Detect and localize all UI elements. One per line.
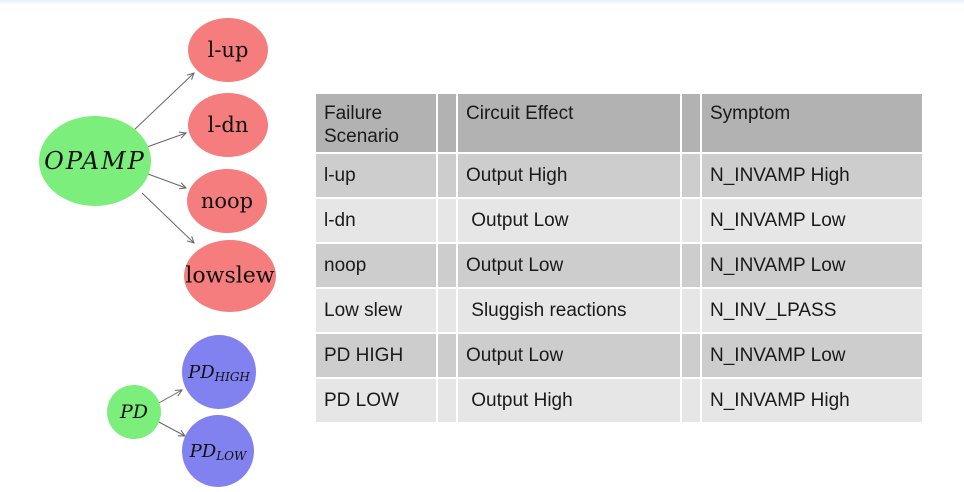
cell-symptom: N_INV_LPASS	[702, 289, 922, 332]
cell-effect: Output High	[458, 154, 680, 197]
node-pd: PD	[107, 385, 161, 439]
cell-symptom: N_INVAMP High	[702, 379, 922, 422]
node-l-up-label: l-up	[208, 38, 249, 62]
cell-spacer	[438, 379, 456, 422]
arrow-pd-high	[156, 390, 182, 405]
fault-tree-diagram: OPAMP l-up l-dn noop lowslew PD PDHIGH	[39, 18, 276, 487]
arrow-opamp-lowslew	[141, 192, 194, 243]
cell-spacer	[438, 154, 456, 197]
cell-effect: Output Low	[458, 199, 680, 242]
cell-symptom: N_INVAMP Low	[702, 244, 922, 287]
node-noop: noop	[187, 169, 267, 233]
header-symptom: Symptom	[702, 94, 922, 152]
arrow-opamp-lup	[132, 73, 194, 132]
cell-symptom: N_INVAMP Low	[702, 199, 922, 242]
header-spacer-1	[438, 94, 456, 152]
header-spacer-2	[682, 94, 700, 152]
node-lowslew-label: lowslew	[185, 264, 274, 289]
cell-effect: Output Low	[458, 244, 680, 287]
cell-spacer	[682, 289, 700, 332]
node-pd-high: PDHIGH	[182, 335, 256, 409]
arrow-opamp-ldn	[146, 133, 186, 148]
cell-effect: Output High	[458, 379, 680, 422]
failure-table: Failure Scenario Circuit Effect Symptom …	[316, 94, 922, 422]
cell-spacer	[438, 199, 456, 242]
opamp-arrows	[132, 73, 194, 243]
header-circuit-effect: Circuit Effect	[458, 94, 680, 152]
cell-scenario: l-dn	[316, 199, 436, 242]
cell-spacer	[682, 199, 700, 242]
header-failure-scenario: Failure Scenario	[316, 94, 436, 152]
node-pd-low-label: PDLOW	[189, 441, 248, 464]
arrow-opamp-noop	[147, 173, 186, 188]
node-noop-label: noop	[201, 189, 253, 213]
pd-arrows	[156, 390, 185, 436]
node-opamp: OPAMP	[39, 116, 151, 206]
cell-spacer	[682, 379, 700, 422]
node-l-up: l-up	[188, 18, 268, 82]
node-pd-high-label: PDHIGH	[187, 362, 250, 385]
cell-spacer	[682, 334, 700, 377]
cell-spacer	[438, 244, 456, 287]
cell-symptom: N_INVAMP High	[702, 154, 922, 197]
cell-effect: Sluggish reactions	[458, 289, 680, 332]
cell-spacer	[438, 289, 456, 332]
cell-scenario: PD LOW	[316, 379, 436, 422]
cell-spacer	[682, 244, 700, 287]
cell-scenario: PD HIGH	[316, 334, 436, 377]
arrow-pd-low	[156, 420, 185, 436]
cell-spacer	[438, 334, 456, 377]
top-edge-highlight	[0, 0, 964, 5]
cell-scenario: l-up	[316, 154, 436, 197]
cell-scenario: Low slew	[316, 289, 436, 332]
node-opamp-label: OPAMP	[44, 147, 146, 175]
node-lowslew: lowslew	[184, 240, 276, 312]
node-l-dn: l-dn	[188, 93, 268, 157]
cell-symptom: N_INVAMP Low	[702, 334, 922, 377]
node-pd-label: PD	[119, 401, 148, 423]
node-l-dn-label: l-dn	[208, 113, 249, 137]
node-pd-low: PDLOW	[182, 415, 254, 487]
cell-spacer	[682, 154, 700, 197]
cell-effect: Output Low	[458, 334, 680, 377]
cell-scenario: noop	[316, 244, 436, 287]
